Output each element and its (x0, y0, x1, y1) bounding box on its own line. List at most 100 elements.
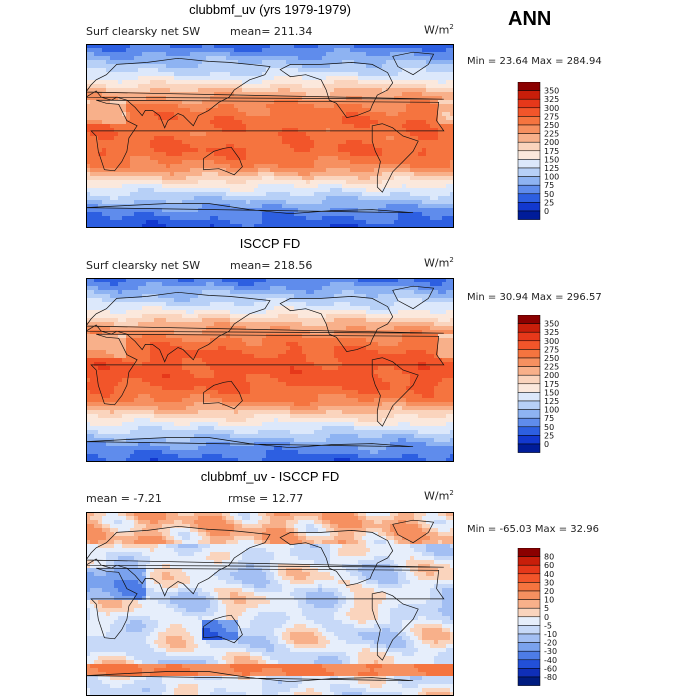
panel-1-cell (366, 56, 371, 61)
panel-1-cell (202, 120, 207, 125)
panel-2-cell (414, 302, 419, 307)
panel-1-cell (402, 84, 407, 89)
panel-1-cell (378, 212, 383, 217)
panel-1-cell (254, 84, 259, 89)
panel-1-cell (362, 112, 367, 117)
panel-1-cell (438, 140, 443, 145)
panel-1-cell (358, 212, 363, 217)
panel-1-cell (318, 132, 323, 137)
panel-2-cell (162, 290, 167, 295)
panel-1-cell (338, 196, 343, 201)
panel-2-cell (426, 282, 431, 287)
panel-1-cell (158, 216, 163, 221)
panel-2-cell (326, 290, 331, 295)
panel-1-cell (206, 180, 211, 185)
panel-1-cell (290, 180, 295, 185)
panel-1-cell (98, 144, 103, 149)
panel-2-cell (170, 282, 175, 287)
panel-1-cell (154, 224, 159, 228)
panel-2-cell (118, 278, 123, 283)
panel-1-cell (242, 64, 247, 69)
panel-2-cell (146, 302, 151, 307)
panel-1-cell (430, 88, 435, 93)
panel-2-cell (94, 286, 99, 291)
panel-1-cell (342, 68, 347, 73)
panel-1-cell (150, 220, 155, 225)
panel-1-cell (378, 104, 383, 109)
panel-2-cell (406, 298, 411, 303)
season-label: ANN (508, 8, 552, 30)
panel-1-cell (150, 212, 155, 217)
panel-1-cell (286, 108, 291, 113)
panel-1-cell (162, 208, 167, 213)
panel-1-cell (402, 112, 407, 117)
panel-2-cell (118, 282, 123, 287)
panel-2-cell (402, 290, 407, 295)
panel-2-cell (130, 294, 135, 299)
panel-1-cell (306, 152, 311, 157)
panel-1-cell (434, 196, 439, 201)
panel-1-cell (146, 52, 151, 57)
panel-1-cell (342, 128, 347, 133)
panel-2-cell (138, 282, 143, 287)
panel-1-cell (230, 64, 235, 69)
panel-1-cell (406, 152, 411, 157)
panel-1-cell (294, 120, 299, 125)
panel-1-cell (318, 84, 323, 89)
panel-1-cell (442, 148, 447, 153)
panel-1-cell (258, 172, 263, 177)
panel-1-cell (418, 132, 423, 137)
panel-1-cell (394, 180, 399, 185)
panel-1-cell (450, 188, 454, 193)
panel-1-cell (266, 52, 271, 57)
panel-1-cell (374, 160, 379, 165)
panel-1-cell (130, 116, 135, 121)
panel-1-cell (386, 108, 391, 113)
panel-1-cell (378, 220, 383, 225)
panel-1-cell (298, 200, 303, 205)
panel-1-cell (202, 100, 207, 105)
panel-1-cell (98, 216, 103, 221)
panel-2-cell (406, 302, 411, 307)
panel-1-cell (90, 56, 95, 61)
panel-1-cell (130, 132, 135, 137)
panel-1-cell (94, 80, 99, 85)
panel-1-cell (442, 88, 447, 93)
panel-2-cell (234, 282, 239, 287)
panel-1-cell (306, 44, 311, 49)
panel-1-cell (446, 184, 451, 189)
panel-1-cell (190, 184, 195, 189)
panel-1-cell (198, 212, 203, 217)
panel-1-cell (266, 48, 271, 53)
panel-1-cell (282, 128, 287, 133)
panel-1-cell (154, 136, 159, 141)
panel-1-cell (314, 148, 319, 153)
panel-1-cell (162, 72, 167, 77)
panel-1-cell (374, 56, 379, 61)
panel-1-cell (118, 100, 123, 105)
panel-1-cell (414, 108, 419, 113)
panel-1-cell (322, 144, 327, 149)
panel-1-cell (138, 124, 143, 129)
panel-1-cell (362, 88, 367, 93)
panel-2-cell (306, 298, 311, 303)
panel-1-cell (222, 172, 227, 177)
panel-1-cell (170, 68, 175, 73)
panel-1-cell (394, 148, 399, 153)
panel-1-cell (446, 100, 451, 105)
panel-1-cell (90, 140, 95, 145)
panel-2-cell (106, 278, 111, 283)
panel-1-cell (178, 204, 183, 209)
panel-1-cell (350, 144, 355, 149)
panel-1-cell (122, 220, 127, 225)
panel-1-cell (246, 120, 251, 125)
panel-1-cell (242, 124, 247, 129)
panel-1-cell (290, 48, 295, 53)
panel-1-cell (150, 168, 155, 173)
panel-1-cell (226, 132, 231, 137)
panel-1-cell (170, 212, 175, 217)
panel-1-cell (378, 196, 383, 201)
panel-1-cell (442, 204, 447, 209)
panel-1-cell (310, 216, 315, 221)
panel-2-cell (398, 278, 403, 283)
